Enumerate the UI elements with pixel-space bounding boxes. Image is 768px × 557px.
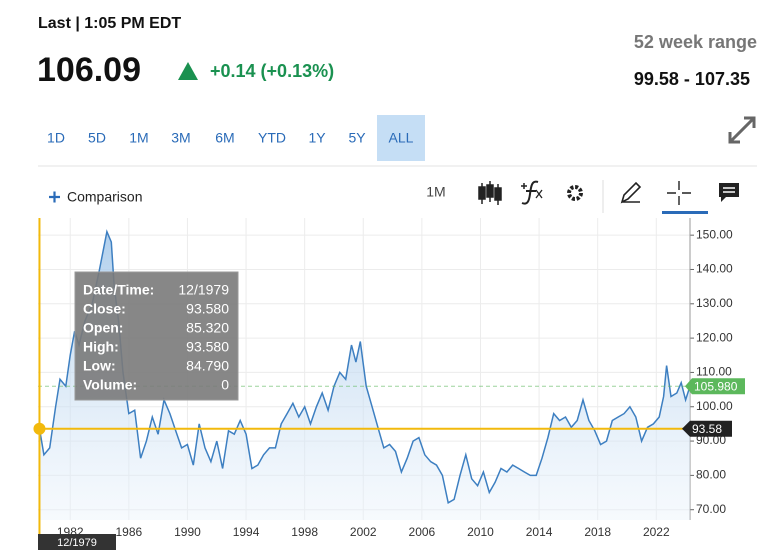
x-tick-label: 2018: [584, 525, 611, 539]
range-value: 99.58 - 107.35: [634, 69, 750, 89]
x-tick-label: 2014: [526, 525, 553, 539]
y-tick-label: 120.00: [696, 330, 733, 344]
x-tick-label: 1998: [291, 525, 318, 539]
range-button[interactable]: 1D: [47, 130, 65, 146]
price: 106.09: [37, 51, 141, 89]
y-tick-label: 110.00: [696, 365, 732, 379]
crosshair-x-label: 12/1979: [57, 537, 97, 549]
x-tick-label: 2002: [350, 525, 377, 539]
y-tick-label: 130.00: [696, 296, 733, 310]
comparison-label: Comparison: [67, 189, 142, 205]
range-button[interactable]: 5D: [88, 130, 106, 146]
tooltip: [74, 271, 239, 401]
crosshair-x-tag: [38, 534, 116, 550]
tooltip-key: Date/Time:: [83, 282, 154, 298]
x-tick-label: 2006: [409, 525, 436, 539]
active-underline: [662, 211, 708, 214]
crosshair-dot: [33, 422, 46, 435]
up-arrow: [178, 62, 198, 80]
price-line: [38, 229, 691, 504]
y-tick-label: 70.00: [696, 502, 726, 516]
tooltip-value: 93.580: [186, 339, 229, 355]
x-tick-label: 2022: [643, 525, 670, 539]
tooltip-value: 85.320: [186, 320, 229, 336]
active-range-bg: [377, 115, 425, 161]
last-price-tag: [685, 378, 745, 395]
candle-icon[interactable]: [478, 181, 502, 205]
tooltip-value: 12/1979: [178, 282, 229, 298]
range-button[interactable]: 5Y: [348, 130, 366, 146]
range-label: 52 week range: [634, 32, 757, 52]
change: +0.14 (+0.13%): [210, 61, 334, 81]
interval[interactable]: 1M: [426, 184, 445, 200]
tooltip-value: 0: [221, 377, 229, 393]
settings-icon[interactable]: [567, 185, 583, 201]
status: Last | 1:05 PM EDT: [38, 15, 181, 32]
x-tick-label: 1994: [233, 525, 260, 539]
crosshair-y-label: 93.58: [692, 422, 722, 436]
chart: 1982 1986 1990 1994 1998 2002 2006 2010 2014 2018…: [33, 218, 745, 550]
plus-icon: [49, 191, 60, 203]
crosshair-icon[interactable]: [667, 181, 691, 205]
tooltip-key: Low:: [83, 358, 116, 374]
tooltip-key: High:: [83, 339, 119, 355]
range-button[interactable]: 3M: [171, 130, 190, 146]
x-tick-label: 2010: [467, 525, 494, 539]
y-tick-label: 150.00: [696, 227, 733, 241]
comparison-button[interactable]: Comparison: [49, 189, 142, 205]
range-button[interactable]: 6M: [215, 130, 234, 146]
tooltip-key: Close:: [83, 301, 126, 317]
range-button[interactable]: ALL: [389, 130, 414, 146]
range-button[interactable]: 1Y: [308, 130, 326, 146]
indicator-icon[interactable]: [521, 180, 543, 205]
expand-icon[interactable]: [728, 116, 756, 144]
tooltip-value: 84.790: [186, 358, 229, 374]
y-tick-label: 100.00: [696, 399, 733, 413]
comment-icon[interactable]: [719, 183, 739, 202]
tooltip-key: Open:: [83, 320, 123, 336]
tooltip-key: Volume:: [83, 377, 137, 393]
last-price-label: 105.980: [694, 379, 738, 393]
x-tick-label: 1990: [174, 525, 201, 539]
crosshair-y-tag: [682, 420, 732, 437]
range-button[interactable]: YTD: [258, 130, 286, 146]
tooltip-value: 93.580: [186, 301, 229, 317]
y-tick-label: 80.00: [696, 468, 726, 482]
range-button[interactable]: 1M: [129, 130, 148, 146]
x-tick-label: 1986: [115, 525, 142, 539]
draw-icon[interactable]: [620, 181, 642, 204]
y-tick-label: 140.00: [696, 262, 733, 276]
